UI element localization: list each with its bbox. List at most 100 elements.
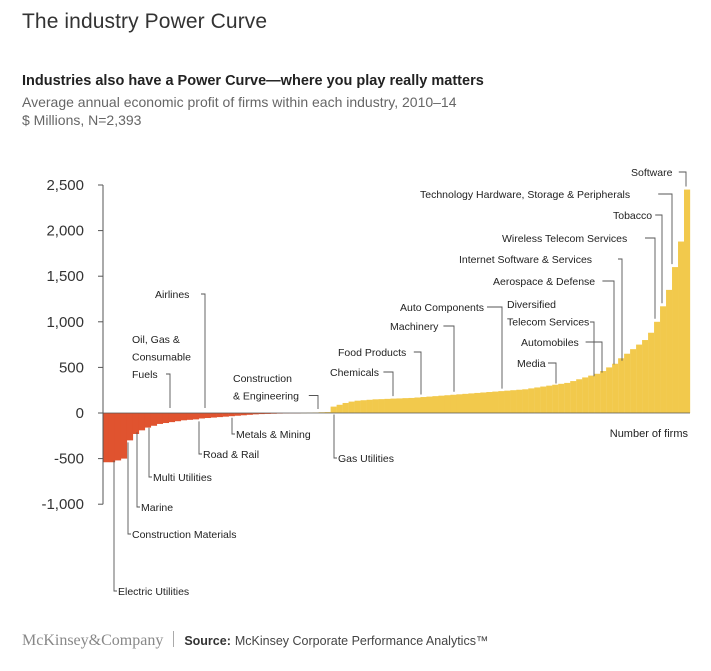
bar-positive <box>390 398 397 413</box>
bar-negative <box>252 413 259 415</box>
bar-negative <box>186 413 193 420</box>
annotation: Internet Software & Services <box>459 254 623 361</box>
annotation-label: Marine <box>141 502 173 514</box>
page-title: The industry Power Curve <box>22 10 268 33</box>
bar-negative <box>120 413 128 459</box>
x-axis-label: Number of firms <box>610 428 689 440</box>
bar-positive <box>540 386 547 413</box>
annotation-leader-line <box>645 237 656 319</box>
annotation: Multi Utilities <box>148 427 212 484</box>
annotation-label: Diversified Telecom Services <box>507 299 589 329</box>
annotation: Road & Rail <box>198 421 259 461</box>
annotation-label: Oil, Gas & Consumable Fuels <box>132 334 191 381</box>
annotation-leader-line <box>201 293 206 408</box>
bar-positive <box>600 371 607 413</box>
annotation: Chemicals <box>330 367 394 397</box>
bar-positive <box>666 289 673 413</box>
annotation-leader-line <box>231 417 235 435</box>
y-tick-label: 1,500 <box>46 268 84 285</box>
bar-negative <box>234 413 241 416</box>
bar-positive <box>672 267 679 413</box>
bar-positive <box>456 394 463 413</box>
annotation: Oil, Gas & Consumable Fuels <box>132 334 191 408</box>
annotation-leader-line <box>590 321 595 377</box>
bar-negative <box>126 413 134 441</box>
bar-positive <box>426 396 433 413</box>
bar-positive <box>588 375 595 413</box>
bar-positive <box>564 382 571 413</box>
annotation: Airlines <box>155 289 206 408</box>
bar-positive <box>642 340 649 413</box>
bar-positive <box>660 306 667 413</box>
bar-positive <box>618 358 625 413</box>
chart-title: Industries also have a Power Curve—where… <box>22 73 484 89</box>
annotation-leader-line <box>383 371 394 397</box>
bar-negative <box>132 413 140 434</box>
bar-positive <box>654 321 661 413</box>
y-tick-label: 2,500 <box>46 177 84 194</box>
bar-negative <box>228 413 235 417</box>
bar-positive <box>474 392 481 413</box>
annotation-label: Software <box>631 167 673 179</box>
bar-negative <box>162 413 170 424</box>
annotation-label: Machinery <box>390 321 439 333</box>
annotation-label: Media <box>517 358 546 370</box>
bar-positive <box>378 399 385 413</box>
bar-positive <box>528 388 535 413</box>
annotation-leader-line <box>658 193 673 265</box>
annotation-leader-line <box>127 442 131 535</box>
annotation-leader-line <box>308 395 319 409</box>
bar-negative <box>210 413 217 418</box>
source-label: Source: <box>184 634 231 648</box>
bar-negative <box>198 413 205 419</box>
annotation-label: Tobacco <box>613 210 652 222</box>
annotation-leader-line <box>548 362 557 384</box>
source-text: McKinsey Corporate Performance Analytics… <box>234 634 489 648</box>
bar-negative <box>240 413 247 416</box>
bar-negative <box>180 413 188 421</box>
bar-positive <box>558 383 565 413</box>
annotation-leader-line <box>136 432 140 508</box>
annotation-label: Multi Utilities <box>153 472 212 484</box>
bar-positive <box>492 391 499 413</box>
chart-subtitle: Average annual economic profit of firms … <box>22 93 457 129</box>
y-tick-label: -1,000 <box>41 496 84 513</box>
bar-positive <box>348 401 355 413</box>
annotation-label: Auto Components <box>400 302 484 314</box>
annotation-leader-line <box>618 258 623 361</box>
annotation-leader-line <box>487 306 503 389</box>
bar-positive <box>354 400 361 413</box>
bar-positive <box>366 399 373 413</box>
bar-positive <box>438 395 445 413</box>
annotation-leader-line <box>602 280 615 365</box>
bar-negative <box>258 413 265 415</box>
annotation-leader-line <box>113 460 117 592</box>
annotation-leader-line <box>443 325 455 392</box>
y-axis-ticks: 2,500 2,000 1,500 1,000 500 0 -500 -1,000 <box>41 177 103 513</box>
annotation-label: Automobiles <box>521 337 579 349</box>
bar-negative <box>204 413 211 419</box>
bar-positive <box>570 381 577 413</box>
bar-negative <box>150 413 158 426</box>
annotation: Aerospace & Defense <box>493 276 615 365</box>
bar-positive <box>636 344 643 413</box>
bar-positive <box>546 385 553 413</box>
bar-positive <box>534 387 541 413</box>
bar-positive <box>498 391 505 413</box>
power-curve-chart: 2,500 2,000 1,500 1,000 500 0 -500 -1,000 Elect… <box>41 167 691 598</box>
bar-negative <box>174 413 182 422</box>
annotation: Metals & Mining <box>231 417 311 441</box>
bar-negative <box>156 413 164 424</box>
bars <box>103 189 691 463</box>
annotation-leader-line <box>198 421 202 455</box>
annotation-label: Aerospace & Defense <box>493 276 595 288</box>
annotation-label: Road & Rail <box>203 449 259 461</box>
bar-positive <box>432 396 439 413</box>
annotation: Diversified Telecom Services <box>507 299 595 377</box>
bar-positive <box>684 189 691 413</box>
y-tick-label: 2,000 <box>46 223 84 240</box>
annotation-leader-line <box>678 171 687 187</box>
annotations: Electric Utilities Construction Materials… <box>113 167 687 598</box>
bar-positive <box>402 398 409 413</box>
annotation-label: Airlines <box>155 289 189 301</box>
